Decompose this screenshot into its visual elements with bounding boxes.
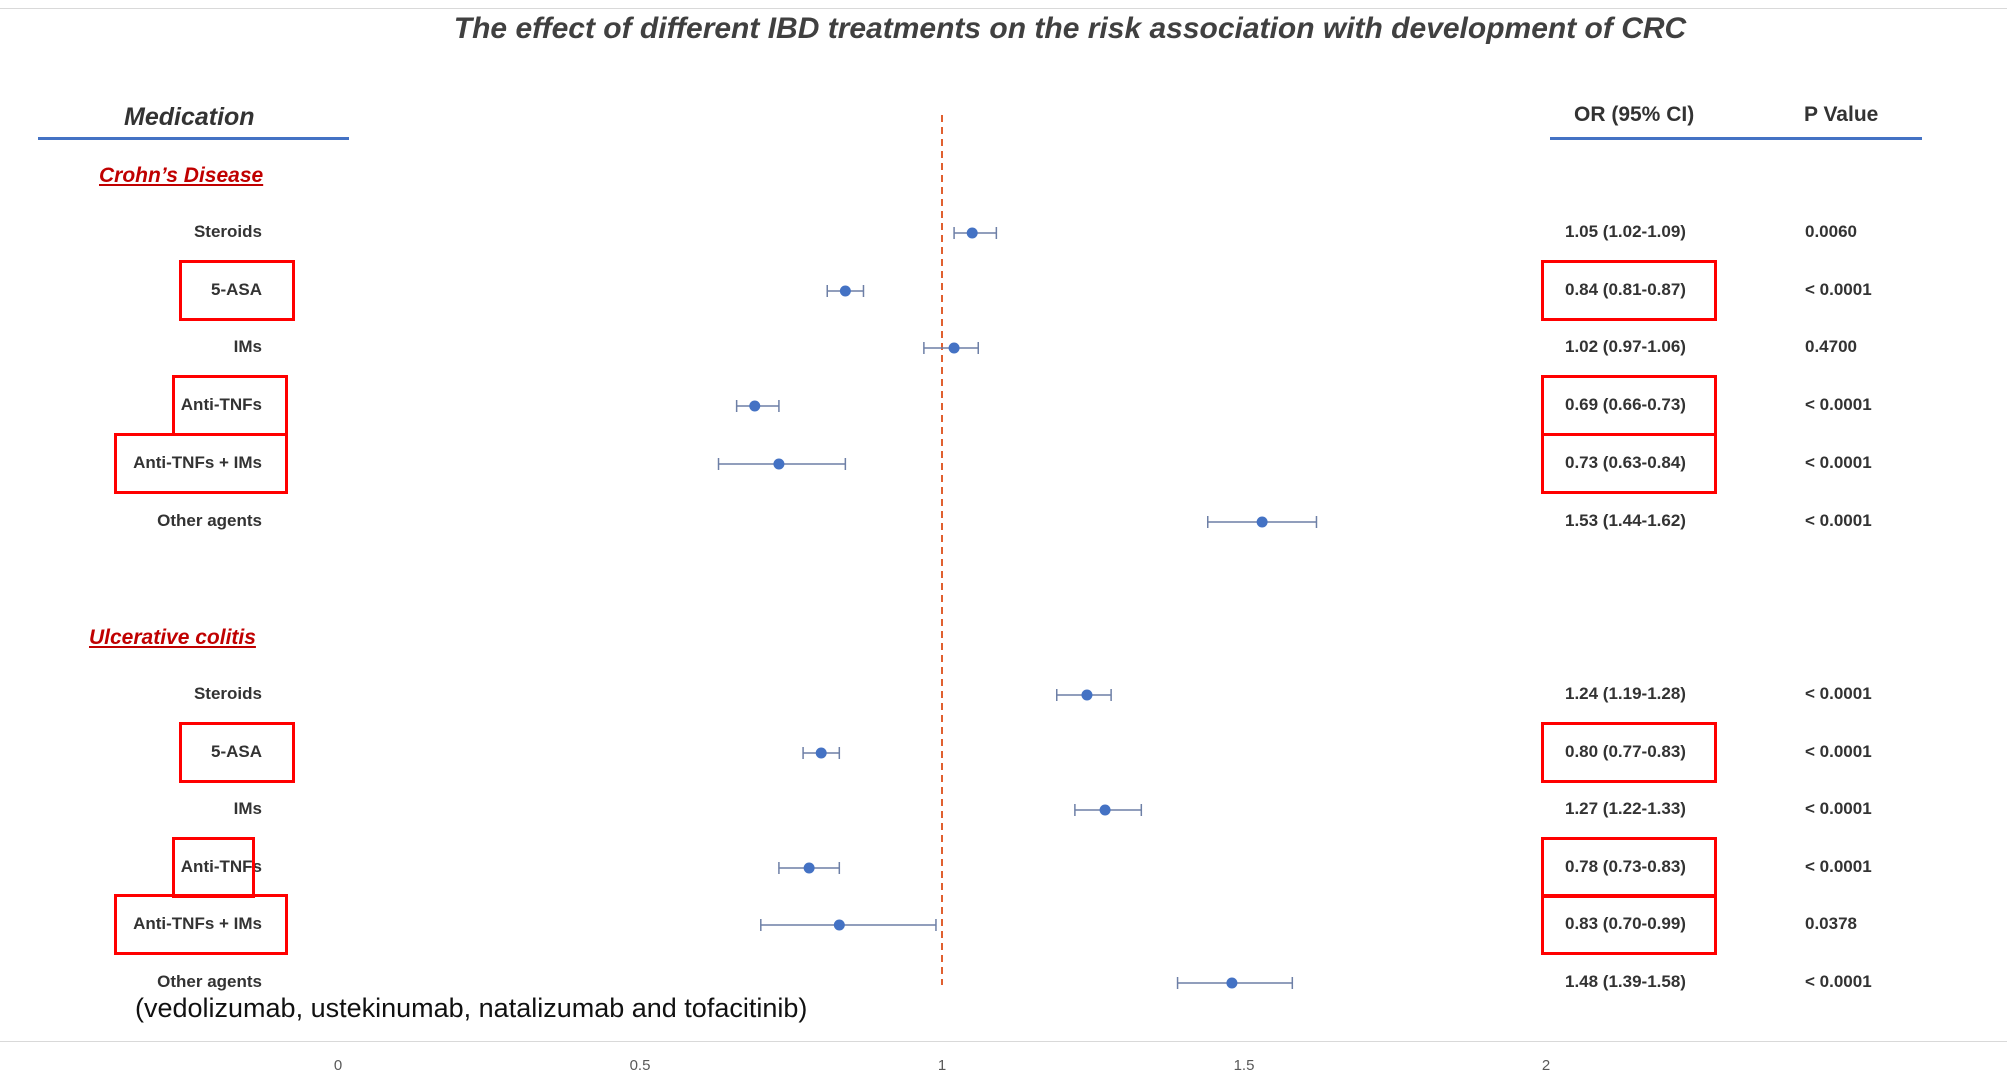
- section-ulcerative-colitis: Ulcerative colitis: [89, 626, 256, 649]
- odds-ratio-point: [749, 400, 761, 412]
- x-tick-label: 0.5: [629, 1057, 651, 1074]
- label-highlight-box: [179, 722, 295, 783]
- or-highlight-box: [1541, 375, 1717, 436]
- medication-header-underline: [38, 137, 349, 140]
- p-value: < 0.0001: [1805, 972, 1872, 991]
- forest-row-marker: [953, 227, 998, 239]
- or-ci-value: 0.73 (0.63-0.84): [1565, 453, 1686, 472]
- p-value: 0.0060: [1805, 222, 1857, 241]
- forest-row-marker: [735, 400, 780, 412]
- x-tick-label: 1.5: [1233, 1057, 1255, 1074]
- odds-ratio-point: [815, 747, 827, 759]
- label-highlight-box: [172, 837, 255, 898]
- forest-row-marker: [1074, 804, 1143, 816]
- label-highlight-box: [179, 260, 295, 321]
- x-tick-label: 0: [333, 1057, 343, 1074]
- odds-ratio-point: [803, 862, 815, 874]
- odds-ratio-point: [966, 227, 978, 239]
- medication-label: 5-ASA: [210, 280, 262, 299]
- p-value: < 0.0001: [1805, 684, 1872, 703]
- or-ci-value: 0.84 (0.81-0.87): [1565, 280, 1686, 299]
- forest-row-marker: [717, 458, 847, 470]
- odds-ratio-point: [1081, 689, 1093, 701]
- section-crohns-disease: Crohn’s Disease: [99, 164, 264, 187]
- or-ci-value: 0.78 (0.73-0.83): [1565, 857, 1686, 876]
- or-ci-value: 1.27 (1.22-1.33): [1565, 799, 1686, 818]
- or-ci-value: 0.80 (0.77-0.83): [1565, 742, 1686, 761]
- or-highlight-box: [1541, 722, 1717, 783]
- medication-label: IMs: [233, 799, 262, 818]
- medication-label: Steroids: [193, 684, 262, 703]
- p-value: < 0.0001: [1805, 511, 1872, 530]
- or-highlight-box: [1541, 837, 1717, 898]
- forest-row-marker: [826, 285, 865, 297]
- medication-label: Anti-TNFs: [180, 395, 262, 414]
- p-value: < 0.0001: [1805, 742, 1872, 761]
- chart-title: The effect of different IBD treatments o…: [453, 12, 1687, 45]
- label-highlight-box: [114, 894, 288, 955]
- top-border: [0, 8, 2007, 9]
- or-highlight-box: [1541, 433, 1717, 494]
- medication-header: Medication: [124, 103, 255, 131]
- p-value: < 0.0001: [1805, 857, 1872, 876]
- or-ci-header: OR (95% CI): [1574, 103, 1695, 126]
- p-value: 0.0378: [1805, 914, 1857, 933]
- label-highlight-box: [172, 375, 288, 436]
- medication-label: Other agents: [157, 972, 262, 991]
- or-ci-value: 1.53 (1.44-1.62): [1565, 511, 1686, 530]
- or-ci-value: 1.24 (1.19-1.28): [1565, 684, 1686, 703]
- forest-row-marker: [1207, 516, 1318, 528]
- medication-label: Anti-TNFs + IMs: [133, 453, 262, 472]
- or-highlight-box: [1541, 894, 1717, 955]
- forest-row-marker: [923, 342, 979, 354]
- odds-ratio-point: [948, 342, 960, 354]
- p-value: < 0.0001: [1805, 395, 1872, 414]
- odds-ratio-point: [833, 919, 845, 931]
- or-ci-value: 0.69 (0.66-0.73): [1565, 395, 1686, 414]
- other-agents-footnote: (vedolizumab, ustekinumab, natalizumab a…: [135, 993, 808, 1023]
- medication-label: Other agents: [157, 511, 262, 530]
- or-highlight-box: [1541, 260, 1717, 321]
- odds-ratio-point: [839, 285, 851, 297]
- or-ci-value: 1.48 (1.39-1.58): [1565, 972, 1686, 991]
- forest-row-marker: [778, 862, 841, 874]
- forest-row-marker: [760, 919, 937, 931]
- p-value: < 0.0001: [1805, 799, 1872, 818]
- odds-ratio-point: [1099, 804, 1111, 816]
- odds-ratio-point: [1226, 977, 1238, 989]
- forest-row-marker: [1176, 977, 1294, 989]
- forest-row-marker: [802, 747, 841, 759]
- p-value: 0.4700: [1805, 337, 1857, 356]
- x-tick-label: 1: [937, 1057, 947, 1074]
- medication-label: IMs: [233, 337, 262, 356]
- label-highlight-box: [114, 433, 288, 494]
- medication-label: Anti-TNFs: [180, 857, 262, 876]
- or-ci-value: 1.05 (1.02-1.09): [1565, 222, 1686, 241]
- x-tick-label: 2: [1541, 1057, 1551, 1074]
- medication-label: Steroids: [193, 222, 262, 241]
- p-value-header: P Value: [1804, 103, 1879, 126]
- odds-ratio-point: [1256, 516, 1268, 528]
- odds-ratio-point: [773, 458, 785, 470]
- or-ci-value: 1.02 (0.97-1.06): [1565, 337, 1686, 356]
- medication-label: Anti-TNFs + IMs: [133, 914, 262, 933]
- p-value: < 0.0001: [1805, 280, 1872, 299]
- medication-label: 5-ASA: [210, 742, 262, 761]
- p-value: < 0.0001: [1805, 453, 1872, 472]
- or-ci-value: 0.83 (0.70-0.99): [1565, 914, 1686, 933]
- stats-header-underline: [1550, 137, 1922, 140]
- x-axis-line: [0, 1041, 2007, 1042]
- forest-row-marker: [1056, 689, 1112, 701]
